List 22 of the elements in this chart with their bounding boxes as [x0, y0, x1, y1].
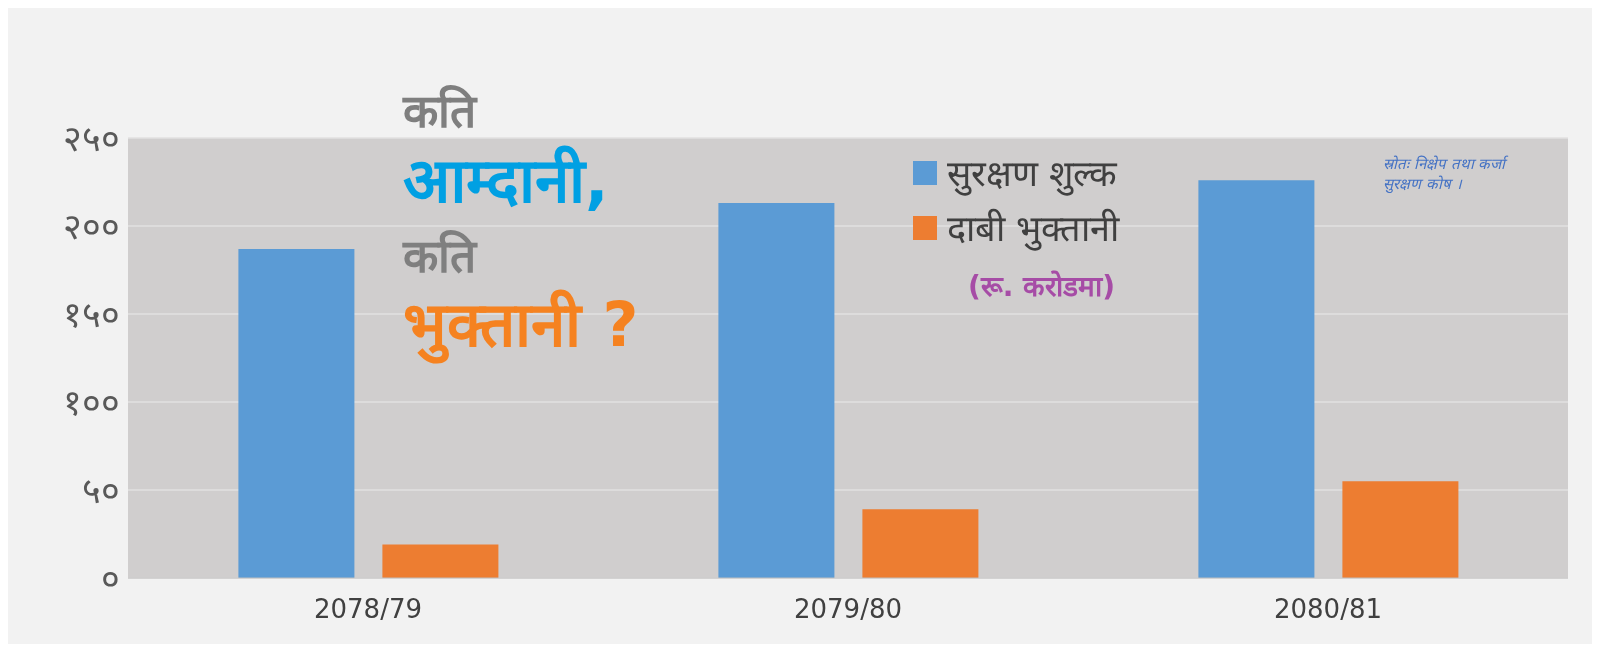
bar: [862, 509, 979, 578]
y-tick-label: २००: [63, 205, 120, 247]
y-tick-label: १५०: [63, 293, 120, 335]
x-tick-label: 2078/79: [313, 594, 423, 625]
bar: [718, 203, 835, 578]
legend-label: दाबी भुक्तानी: [947, 207, 1120, 252]
bar: [1198, 180, 1315, 578]
x-tick-label: 2080/81: [1273, 594, 1383, 625]
y-tick-label: १००: [63, 381, 120, 423]
annotation: आम्दानी,: [403, 144, 609, 217]
y-tick-label: ०: [101, 557, 120, 599]
bar: [238, 248, 355, 578]
annotation: कति: [403, 83, 476, 140]
y-tick-label: ५०: [82, 469, 120, 511]
y-tick-label: २५०: [63, 117, 120, 159]
text: (रू. करोडमा): [968, 269, 1115, 304]
legend-label: सुरक्षण शुल्क: [947, 152, 1118, 197]
bar: [382, 544, 499, 578]
annotation: स्रोतः निक्षेप तथा कर्जा सुरक्षण कोष ।: [1383, 154, 1509, 193]
annotation: कति: [403, 228, 476, 285]
bar: [1342, 481, 1459, 578]
x-tick-label: 2079/80: [793, 594, 903, 625]
